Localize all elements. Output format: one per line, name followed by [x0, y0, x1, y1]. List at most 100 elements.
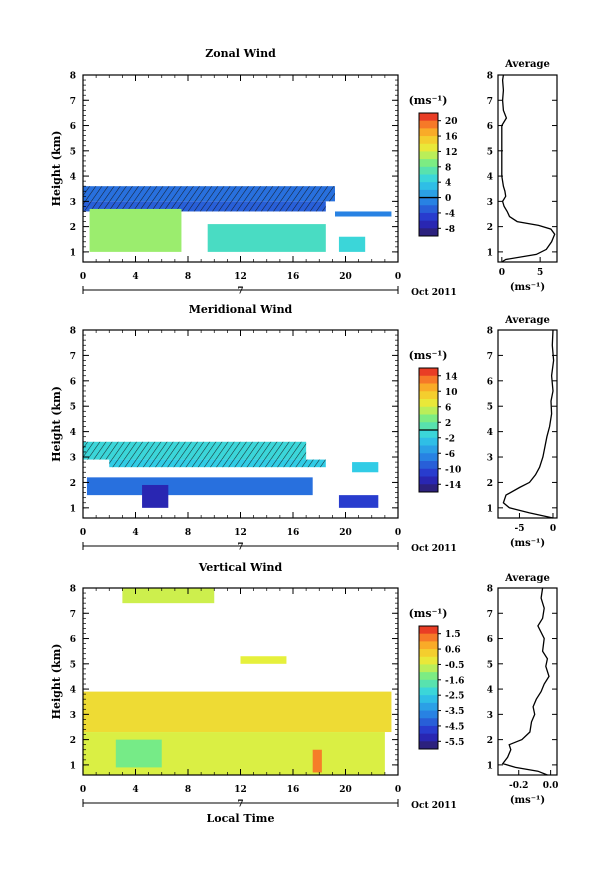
colorbar-unit: (ms⁻¹) [409, 349, 448, 362]
average-y-tick-label: 5 [487, 660, 493, 670]
colorbar-swatch [419, 453, 438, 462]
panel-title: Meridional Wind [189, 303, 293, 316]
average-y-tick-label: 2 [487, 223, 493, 233]
x-tick-label: 4 [132, 785, 138, 795]
x-tick-label: 16 [287, 272, 300, 282]
colorbar-tick-label: 12 [445, 148, 458, 158]
colorbar-swatch [419, 672, 438, 681]
panel-title: Zonal Wind [205, 47, 276, 60]
average-y-tick-label: 8 [487, 327, 493, 337]
colorbar-tick-label: -10 [445, 465, 461, 475]
y-tick-label: 4 [70, 173, 76, 183]
average-title: Average [504, 573, 550, 584]
colorbar-swatch [419, 633, 438, 642]
colorbar-swatch [419, 197, 438, 206]
average-frame [497, 74, 558, 263]
colorbar-swatch [419, 128, 438, 137]
colorbar-swatch [419, 461, 438, 470]
colorbar-swatch [419, 151, 438, 160]
colorbar-swatch [419, 484, 438, 493]
y-tick-label: 2 [70, 479, 76, 489]
colorbar-tick-label: -3.5 [445, 707, 464, 717]
y-tick-label: 5 [70, 403, 76, 413]
y-tick-label: 6 [70, 635, 76, 645]
average-y-tick-label: 6 [487, 377, 493, 387]
average-x-tick-label: 0 [499, 268, 505, 278]
average-x-tick-label: -0.2 [509, 781, 528, 791]
average-y-tick-label: 1 [487, 761, 493, 771]
colorbar-tick-label: 6 [445, 403, 451, 413]
colorbar-swatch [419, 679, 438, 688]
data-region [122, 588, 215, 604]
hatched-region [83, 441, 307, 460]
y-tick-label: 5 [70, 660, 76, 670]
colorbar-swatch [419, 113, 438, 122]
colorbar-swatch [419, 406, 438, 415]
colorbar-swatch [419, 468, 438, 477]
colorbar-swatch [419, 476, 438, 485]
colorbar-swatch [419, 687, 438, 696]
average-y-tick-label: 3 [487, 454, 493, 464]
colorbar-swatch [419, 422, 438, 431]
x-tick-label: 4 [132, 528, 138, 538]
data-region [338, 495, 379, 508]
y-axis-label: Height (km) [50, 386, 63, 462]
average-profile-line [502, 329, 555, 519]
average-y-tick-label: 4 [487, 173, 493, 183]
y-axis-label: Height (km) [50, 131, 63, 207]
data-region [115, 739, 162, 768]
average-y-tick-label: 1 [487, 248, 493, 258]
colorbar-swatch [419, 445, 438, 454]
x-tick-label: 8 [185, 272, 191, 282]
y-tick-label: 7 [70, 610, 76, 620]
colorbar-swatch [419, 414, 438, 423]
colorbar-swatch [419, 695, 438, 704]
data-region [142, 484, 169, 508]
average-title: Average [504, 315, 550, 326]
colorbar-swatch [419, 220, 438, 229]
data-region [89, 208, 182, 252]
average-y-tick-label: 2 [487, 479, 493, 489]
y-tick-label: 6 [70, 377, 76, 387]
data-region [312, 749, 322, 773]
colorbar-tick-label: 2 [445, 419, 451, 429]
y-tick-label: 3 [70, 711, 76, 721]
colorbar-swatch [419, 136, 438, 145]
colorbar-swatch [419, 159, 438, 168]
colorbar-swatch [419, 368, 438, 377]
colorbar-swatch [419, 437, 438, 446]
data-region [83, 691, 392, 733]
x-tick-label: 20 [339, 785, 352, 795]
x-tick-label: 8 [185, 528, 191, 538]
colorbar-tick-label: -6 [445, 450, 455, 460]
average-y-tick-label: 7 [487, 352, 493, 362]
colorbar-tick-label: -4 [445, 209, 455, 219]
data-region [352, 462, 379, 473]
x-tick-label: 0 [80, 528, 86, 538]
colorbar-swatch [419, 626, 438, 635]
average-y-tick-label: 6 [487, 122, 493, 132]
x-tick-label: 12 [234, 528, 247, 538]
average-profile-line [501, 74, 556, 263]
colorbar-tick-label: 1.5 [445, 630, 461, 640]
colorbar-swatch [419, 656, 438, 665]
average-y-tick-label: 3 [487, 198, 493, 208]
colorbar-tick-label: 10 [445, 388, 458, 398]
average-y-tick-label: 3 [487, 711, 493, 721]
average-x-tick-label: 0 [550, 524, 556, 534]
colorbar-tick-label: 14 [445, 372, 458, 382]
y-tick-label: 6 [70, 122, 76, 132]
x-tick-label: 16 [287, 528, 300, 538]
hatched-region [109, 459, 326, 468]
y-tick-label: 7 [70, 352, 76, 362]
y-tick-label: 4 [70, 428, 76, 438]
colorbar-swatch [419, 383, 438, 392]
colorbar-tick-label: 20 [445, 117, 458, 127]
x-axis-label: Local Time [207, 812, 275, 825]
y-tick-label: 8 [70, 327, 76, 337]
y-tick-label: 8 [70, 585, 76, 595]
date-label: Oct 2011 [411, 544, 457, 554]
colorbar-swatch [419, 641, 438, 650]
colorbar-swatch [419, 664, 438, 673]
